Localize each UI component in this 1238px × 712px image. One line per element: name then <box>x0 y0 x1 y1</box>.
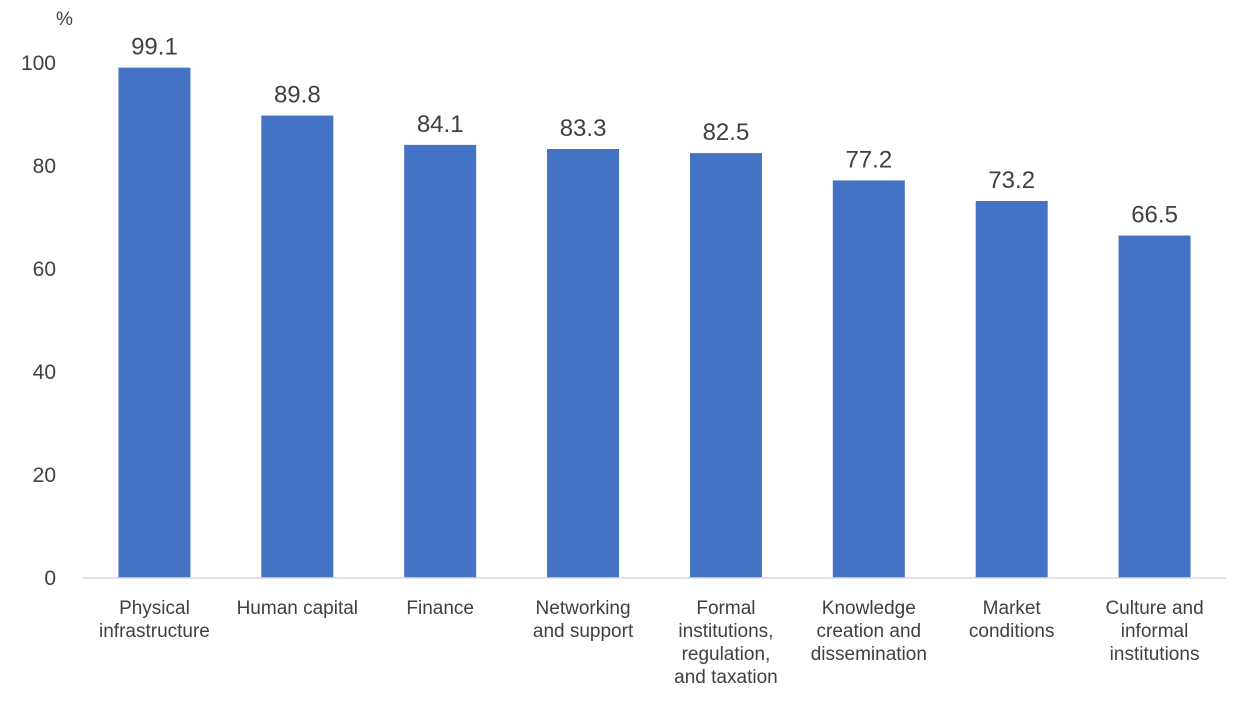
bar <box>975 201 1048 578</box>
category-label-line: Culture and <box>1105 598 1203 619</box>
category-label-line: conditions <box>969 621 1055 642</box>
data-label: 82.5 <box>703 119 750 146</box>
category-label-line: Formal <box>696 598 755 619</box>
y-tick-label: 40 <box>33 361 56 384</box>
bar <box>547 149 620 578</box>
category-label: Human capital <box>237 598 358 619</box>
category-label-line: Market <box>983 598 1042 619</box>
data-labels-group: 99.1 89.8 84.1 83.3 82.5 77.2 73.2 66.5 <box>131 34 1178 229</box>
data-label: 83.3 <box>560 115 607 142</box>
bar <box>689 153 762 578</box>
bar <box>404 144 477 578</box>
y-tick-label: 0 <box>44 567 56 590</box>
category-label-line: Human capital <box>237 598 358 619</box>
data-label: 84.1 <box>417 111 464 138</box>
category-label-line: dissemination <box>811 644 927 665</box>
category-label-line: creation and <box>817 621 922 642</box>
y-axis-unit-label: % <box>56 9 73 30</box>
category-label-line: infrastructure <box>99 621 210 642</box>
category-label-line: and taxation <box>674 667 778 688</box>
bars-group <box>118 67 1191 579</box>
category-label-line: Networking <box>536 598 631 619</box>
category-label: Physical infrastructure <box>99 598 210 642</box>
category-labels-group: Physical infrastructure Human capital Finan… <box>99 598 1204 688</box>
category-label-line: Physical <box>119 598 190 619</box>
y-tick-label: 60 <box>33 258 56 281</box>
data-label: 89.8 <box>274 82 321 109</box>
data-label: 73.2 <box>988 167 1035 194</box>
category-label: Finance <box>406 598 474 619</box>
data-label: 66.5 <box>1131 202 1178 229</box>
category-label-line: and support <box>533 621 634 642</box>
category-label: Networking and support <box>533 598 634 642</box>
category-label-line: Knowledge <box>822 598 916 619</box>
y-tick-label: 20 <box>33 464 56 487</box>
data-label: 99.1 <box>131 34 178 61</box>
category-label-line: regulation, <box>682 644 771 665</box>
category-label: Culture and informal institutions <box>1105 598 1203 665</box>
bar <box>118 67 191 578</box>
category-label-line: institutions, <box>678 621 773 642</box>
category-label: Formal institutions, regulation, and taxati… <box>674 598 778 688</box>
category-label-line: informal <box>1121 621 1189 642</box>
category-label-line: institutions <box>1110 644 1200 665</box>
bar <box>832 180 905 579</box>
bar <box>1118 235 1191 578</box>
y-tick-label: 100 <box>21 52 56 75</box>
y-axis-ticks: 0 20 40 60 80 100 <box>21 52 56 590</box>
category-label-line: Finance <box>406 598 474 619</box>
bar <box>261 115 334 578</box>
data-label: 77.2 <box>845 146 892 173</box>
category-label: Knowledge creation and dissemination <box>811 598 927 665</box>
y-tick-label: 80 <box>33 155 56 178</box>
category-label: Market conditions <box>969 598 1055 642</box>
